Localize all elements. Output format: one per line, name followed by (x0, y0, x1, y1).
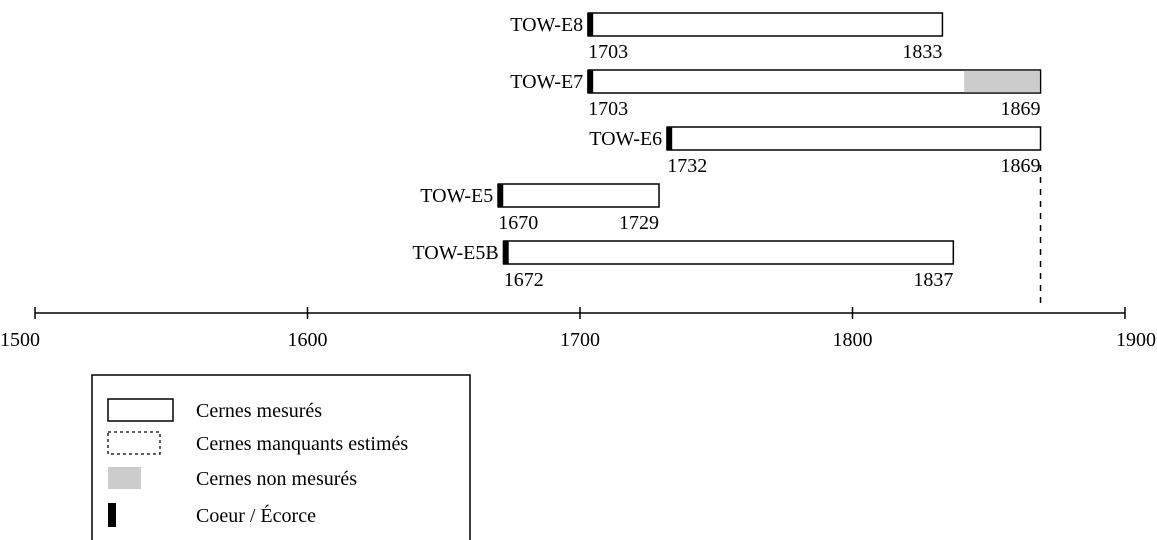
sample-label: TOW-E5 (420, 185, 493, 207)
legend-swatch-missing (107, 431, 161, 455)
legend-swatch-pith (108, 503, 116, 527)
pith-marker (502, 241, 509, 264)
measured-rings-bar (502, 240, 955, 265)
start-year-label: 1732 (667, 155, 707, 177)
end-year-label: 1869 (1001, 155, 1041, 177)
x-tick-label: 1600 (288, 329, 328, 351)
pith-marker (666, 127, 673, 150)
sample-label: TOW-E8 (510, 14, 583, 36)
end-year-label: 1837 (913, 269, 953, 291)
end-year-label: 1833 (902, 41, 942, 63)
sample-label: TOW-E7 (510, 71, 583, 93)
x-tick-label: 1500 (0, 329, 40, 351)
sample-label: TOW-E6 (589, 128, 662, 150)
x-tick-label: 1700 (560, 329, 600, 351)
pith-marker (587, 70, 594, 93)
start-year-label: 1703 (588, 98, 628, 120)
end-year-label: 1869 (1001, 98, 1041, 120)
x-tick-label: 1900 (1116, 329, 1156, 351)
unmeasured-rings-bar (964, 70, 1040, 93)
legend-swatch-measured (107, 398, 174, 422)
end-year-label: 1729 (619, 212, 659, 234)
measured-rings-bar (666, 126, 1042, 151)
legend-label-measured: Cernes mesurés (196, 400, 322, 422)
measured-rings-bar (497, 183, 660, 208)
x-tick-label: 1800 (833, 329, 873, 351)
legend: Cernes mesurés Cernes manquants estimés Ce… (91, 374, 471, 540)
start-year-label: 1672 (504, 269, 544, 291)
sample-label: TOW-E5B (412, 242, 498, 264)
legend-label-missing: Cernes manquants estimés (196, 433, 408, 455)
start-year-label: 1703 (588, 41, 628, 63)
measured-rings-bar (587, 12, 944, 37)
pith-marker (497, 184, 504, 207)
legend-label-unmeasured: Cernes non mesurés (196, 468, 357, 490)
pith-marker (587, 13, 594, 36)
legend-swatch-unmeasured (108, 467, 141, 489)
x-axis: 1500 1600 1700 1800 1900 (0, 307, 1156, 351)
start-year-label: 1670 (498, 212, 538, 234)
legend-label-pith: Coeur / Écorce (196, 504, 316, 527)
sample-tow-e5b: TOW-E5B 1672 1837 (412, 240, 955, 291)
